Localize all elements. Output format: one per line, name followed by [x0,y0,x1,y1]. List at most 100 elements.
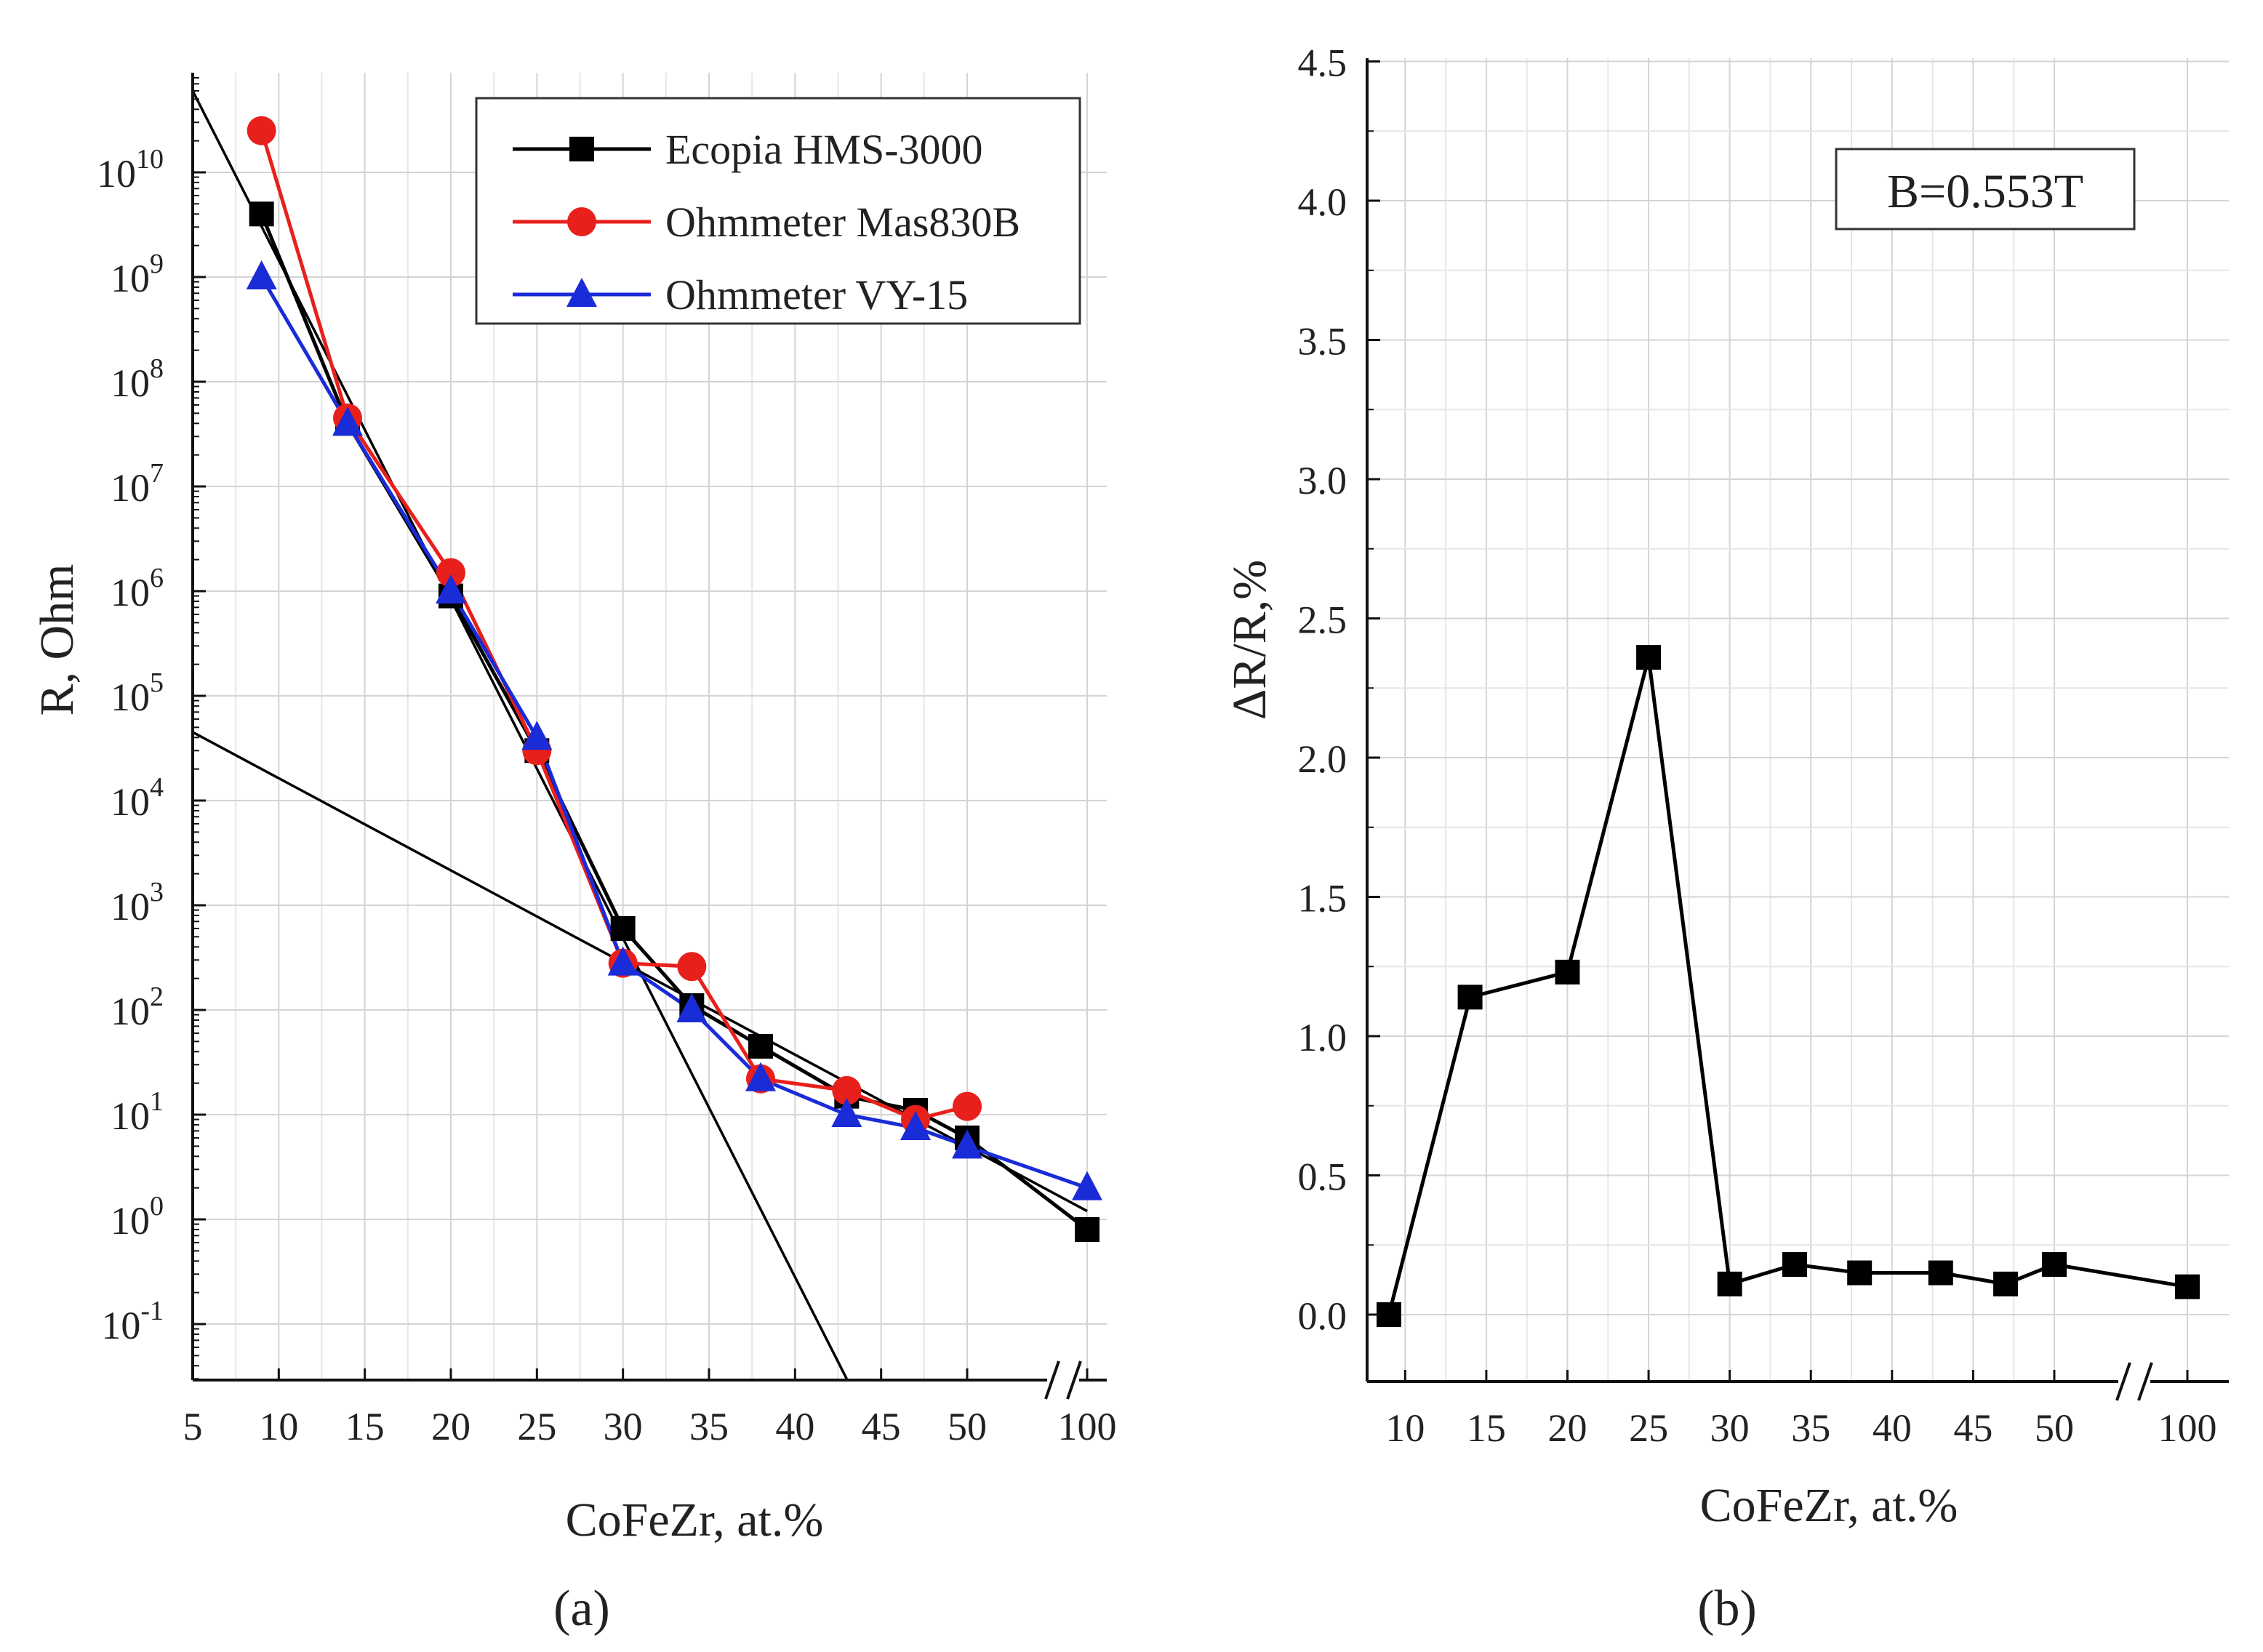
legend-item: Ohmmeter Mas830B [513,199,1020,246]
data-point [607,946,638,976]
data-point [246,260,277,289]
panel-b-grid [1367,58,2229,1382]
legend-marker [569,137,594,161]
legend-item: Ecopia HMS-3000 [513,126,983,173]
x-tick-label: 40 [775,1405,814,1448]
panel-b-axes [1366,58,2229,1402]
x-tick-label: 35 [689,1405,729,1448]
y-tick-label: 109 [111,249,164,300]
panel-b-annotation: B=0.553T [1835,148,2136,230]
panel-b-label: (b) [1697,1581,1757,1637]
data-point [1636,645,1662,670]
panel-a-y-axis-label: R, Ohm [31,564,84,715]
data-point [676,993,708,1022]
legend-label: Ecopia HMS-3000 [665,126,983,173]
data-point [745,1062,776,1091]
legend-marker [567,207,596,236]
x-tick-label: 25 [1629,1406,1668,1450]
x-axis-break [2115,1361,2153,1402]
annotation-text: B=0.553T [1887,165,2083,218]
data-point [1717,1271,1742,1296]
legend-label: Ohmmeter Mas830B [665,199,1020,246]
data-point [677,952,707,982]
fit-line [191,90,848,1380]
data-point [436,574,466,604]
y-tick-label: 106 [111,563,164,614]
x-tick-label: 45 [1953,1406,1992,1450]
x-tick-label: 10 [259,1405,298,1448]
x-tick-label: 15 [345,1405,385,1448]
data-point [332,406,363,436]
data-point [900,1110,931,1140]
y-tick-label: 0.5 [1298,1155,1347,1199]
y-tick-label: 3.5 [1298,320,1347,364]
data-point [247,116,276,145]
x-axis-break [1044,1360,1082,1400]
data-point [748,1033,773,1059]
panel-b-y-axis-label: ΔR/R,% [1223,560,1276,720]
data-point [832,1075,862,1105]
y-tick-label: 1010 [97,144,164,196]
x-tick-label: 20 [431,1405,470,1448]
data-point [831,1098,862,1127]
panel-a-axes [191,73,1107,1400]
data-point [610,915,636,941]
x-tick-label: 35 [1791,1406,1830,1450]
y-tick-label: 105 [111,667,164,719]
y-tick-label: 10-1 [101,1296,164,1347]
y-tick-label: 101 [111,1086,164,1138]
panel-a-series [246,116,1102,1242]
fit-line [192,731,1088,1213]
data-point [1928,1260,1953,1286]
series-line [260,129,968,1122]
legend-label: Ohmmeter VY-15 [665,271,968,318]
data-point [1555,959,1580,985]
data-point [1075,1216,1100,1242]
y-tick-label: 100 [111,1191,164,1243]
panel-a: 5 10 15 20 25 30 35 40 45 50 100 1010 109 108 107 106 10… [31,73,1117,1637]
y-tick-label: 2.5 [1298,598,1347,642]
panel-a-tick-labels: 5 10 15 20 25 30 35 40 45 50 100 1010 109 108 107 106 10… [97,144,1117,1448]
y-tick-label: 1.0 [1298,1016,1347,1059]
y-tick-label: 103 [111,877,164,929]
panel-a-x-axis-label: CoFeZr, at.% [566,1493,824,1547]
data-point [521,721,553,750]
data-point [1993,1271,2019,1296]
data-point [1457,985,1483,1010]
panel-b-tick-labels: 10 15 20 25 30 35 40 45 50 100 0.0 0.5 1.0 1.5 2.0 2.5 3… [1298,41,2217,1451]
x-tick-label: 50 [2035,1406,2074,1450]
annotation-box [1835,148,2136,230]
y-tick-label: 4.5 [1298,41,1347,85]
data-point [1072,1171,1102,1200]
x-tick-label: 45 [862,1405,901,1448]
data-point [1377,1302,1401,1327]
y-tick-label: 3.0 [1298,459,1347,502]
panel-b: 10 15 20 25 30 35 40 45 50 100 0.0 0.5 1.0 1.5 2.0 2.5 3… [1223,41,2229,1637]
x-tick-label: 15 [1467,1406,1506,1450]
y-tick-label: 107 [111,458,164,510]
panel-b-x-axis-label: CoFeZr, at.% [1700,1479,1958,1532]
data-point [249,201,274,227]
x-tick-label: 100 [1058,1405,1117,1448]
legend-marker [566,278,597,307]
x-tick-label: 40 [1873,1406,1912,1450]
data-point [953,1091,982,1121]
data-point [2042,1252,2067,1278]
y-tick-label: 108 [111,353,164,405]
x-tick-label: 30 [1710,1406,1750,1450]
x-tick-label: 30 [604,1405,643,1448]
data-point [952,1129,982,1159]
data-point [2175,1274,2200,1299]
x-tick-label: 5 [183,1405,203,1448]
y-tick-label: 102 [111,982,164,1033]
y-tick-label: 2.0 [1298,737,1347,781]
legend-item: Ohmmeter VY-15 [513,271,968,318]
y-tick-label: 4.0 [1298,180,1347,224]
data-point [436,558,465,588]
x-tick-label: 10 [1385,1406,1425,1450]
legend-items: Ecopia HMS-3000 Ohmmeter Mas830B Ohmmeter … [513,126,1020,318]
x-tick-label: 20 [1547,1406,1587,1450]
panel-a-legend: Ecopia HMS-3000 Ohmmeter Mas830B Ohmmeter … [475,97,1081,325]
